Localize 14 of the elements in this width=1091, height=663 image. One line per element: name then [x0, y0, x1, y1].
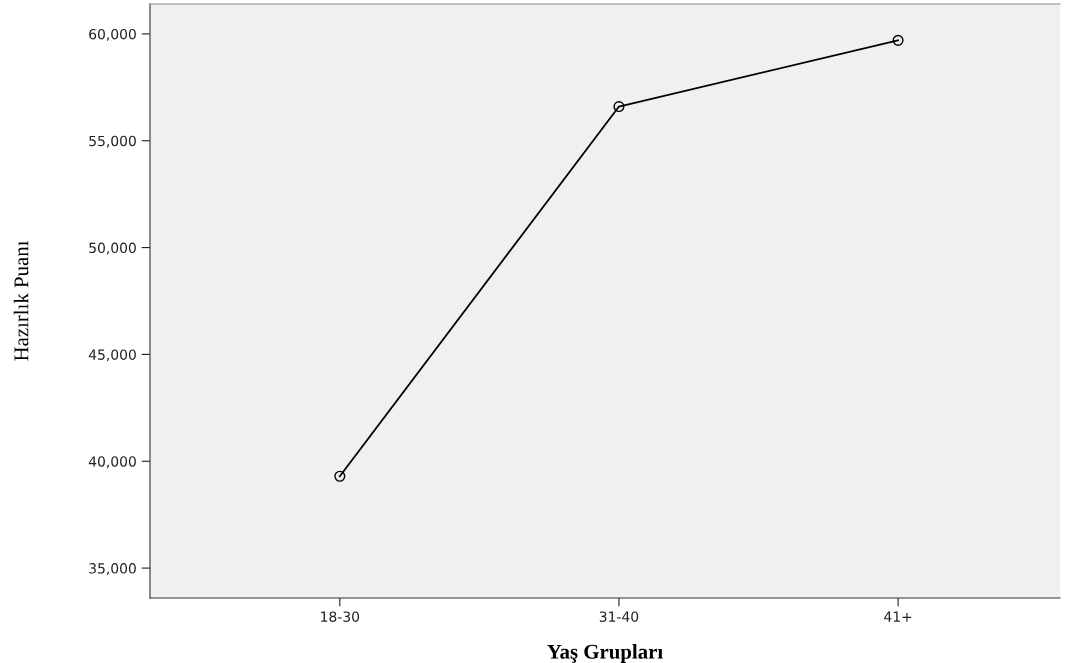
- y-tick-label: 40,000: [88, 456, 136, 469]
- point: [334, 470, 346, 482]
- x-tick-label: 41+: [884, 611, 912, 622]
- point: [892, 34, 904, 46]
- y-tick-label: 50,000: [89, 242, 136, 255]
- x-tick-label: 18-30: [321, 611, 360, 622]
- y-tick-label: 35,000: [89, 563, 136, 575]
- y-tick-label: 45,000: [88, 349, 136, 362]
- y-axis-title: Hazırlık Puanı: [13, 240, 29, 361]
- x-axis-title: Yaş Grupları: [547, 644, 663, 663]
- y-tick-label: 60,000: [89, 28, 136, 41]
- y-tick-label: 55,000: [89, 135, 136, 148]
- point: [613, 101, 625, 113]
- x-tick-label: 31-40: [599, 611, 639, 622]
